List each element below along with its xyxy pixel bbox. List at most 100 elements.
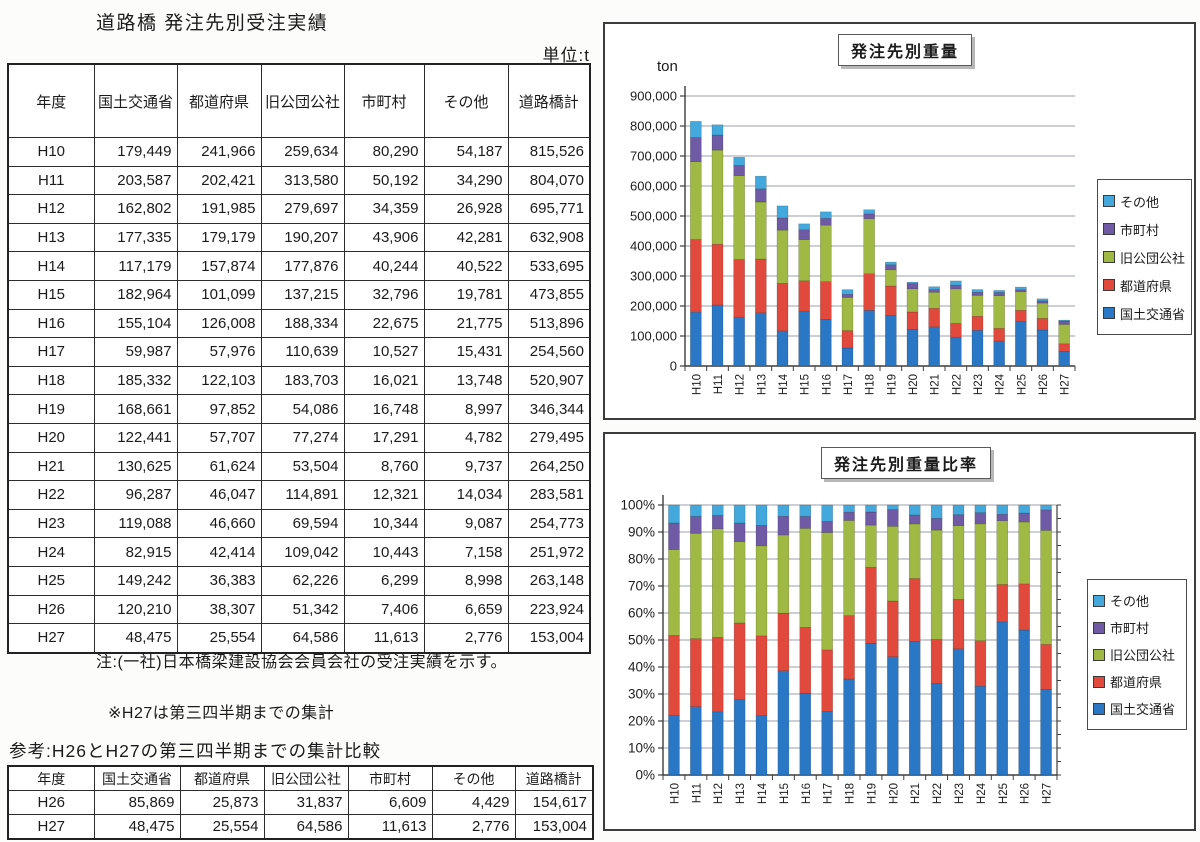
x-tick-label: H21 [910, 783, 922, 804]
bar-segment [733, 157, 745, 166]
x-tick-label: H22 [932, 783, 944, 804]
bar-segment [755, 545, 768, 637]
bar-segment [930, 639, 943, 684]
legend-label: 旧公団公社 [1110, 648, 1176, 663]
bar-segment [971, 330, 984, 367]
value-cell: 6,659 [423, 594, 509, 625]
bar-segment [928, 289, 940, 293]
ratio-chart-plot: 0% 10% 20% 30% 40% 50% 60% 70% 80% 90% 100% H10 H11 H… [620, 495, 1061, 804]
bar-segment [733, 622, 746, 700]
bar-segment [841, 347, 854, 367]
bar-segment [776, 283, 789, 332]
bar-segment [690, 638, 702, 707]
bar-segment [950, 336, 962, 367]
note-h27-period: ※H27は第三四半期までの集計 [108, 705, 335, 722]
x-tick-label: H15 [779, 783, 791, 804]
bar-segment [908, 641, 921, 776]
bar-segment [799, 516, 812, 529]
bar-segment [711, 304, 724, 367]
x-tick-label: H18 [845, 783, 857, 804]
year-cell: H12 [7, 194, 95, 224]
value-cell: 16,748 [343, 394, 425, 424]
table-row: H26 85,869 25,873 31,837 6,609 4,429 154,617 [7, 790, 594, 815]
bar-segment [952, 514, 965, 526]
bar-segment [755, 175, 767, 190]
bar-segment [798, 223, 810, 231]
value-cell: 57,707 [176, 422, 262, 453]
year-cell: H19 [7, 394, 95, 424]
bar-segment [1015, 320, 1027, 367]
bar-segment [1018, 504, 1030, 514]
value-cell: 77,274 [260, 422, 345, 453]
bar-segment [755, 525, 768, 547]
value-cell: 109,042 [260, 537, 345, 567]
value-cell: 2,776 [431, 814, 516, 840]
bar-segment [887, 509, 899, 527]
bar-segment [690, 516, 702, 534]
value-cell: 254,773 [507, 508, 591, 539]
value-cell: 182,964 [93, 279, 178, 310]
bar-segment [928, 292, 940, 309]
value-cell: 38,307 [176, 594, 262, 625]
legend-swatch-icon [1093, 675, 1105, 688]
value-cell: 2,776 [423, 623, 509, 654]
value-cell: 695,771 [507, 194, 591, 224]
legend-swatch-icon [1103, 251, 1115, 263]
legend-label: 国土交通省 [1120, 306, 1186, 322]
legend-label: その他 [1110, 594, 1150, 609]
bar-segment [755, 188, 767, 203]
bar-segment [863, 273, 875, 311]
x-tick-label: H10 [669, 783, 681, 804]
bar-segment [1036, 298, 1049, 302]
bar-segment [1040, 504, 1052, 511]
bar-segment [690, 137, 702, 162]
x-tick-label: H25 [998, 783, 1010, 804]
bar-segment [798, 280, 810, 312]
bar-segment [950, 284, 962, 290]
bar-segment [1040, 509, 1052, 531]
value-cell: 6,609 [347, 790, 433, 815]
bar-segment [690, 239, 702, 313]
legend-swatch-icon [1093, 648, 1105, 661]
bar-segment [668, 522, 680, 550]
value-cell: 804,070 [507, 165, 591, 196]
bar-segment [974, 504, 987, 513]
bar-segment [733, 699, 746, 776]
bar-segment [993, 295, 1005, 329]
bar-segment [711, 134, 724, 151]
value-cell: 190,207 [260, 222, 345, 253]
bar-segment [821, 649, 833, 712]
gridlines [685, 95, 1075, 337]
legend-item: 都道府県 [1103, 271, 1186, 299]
table-row: H22 96,287 46,047 114,891 12,321 14,034 283,58… [7, 480, 591, 510]
weight-chart: 発注先別重量 ton 0 100,000 200,000 300,000 400,000… [603, 22, 1196, 420]
bar-segment [1018, 583, 1030, 631]
value-cell: 53,504 [260, 451, 345, 482]
bar-segment [908, 514, 921, 525]
value-cell: 191,985 [176, 194, 262, 224]
y-tick-label: 700,000 [630, 149, 677, 164]
legend-swatch-icon [1103, 195, 1115, 207]
bar-segment [993, 340, 1005, 367]
bar-segment [711, 515, 724, 530]
table-row: H14 117,179 157,874 177,876 40,244 40,522 533,… [7, 251, 591, 281]
axis-labels: 0 100,000 200,000 300,000 400,000 500,000 600,… [630, 89, 1072, 396]
bar-segment [971, 316, 984, 331]
bar-segment [733, 165, 745, 176]
value-cell: 97,852 [176, 394, 262, 424]
value-cell: 31,837 [263, 790, 349, 815]
bar-segment [668, 635, 680, 716]
x-tick-label: H24 [976, 782, 988, 804]
bar-segment [821, 532, 833, 651]
year-cell: H13 [7, 222, 95, 253]
value-cell: 154,617 [514, 790, 594, 815]
bar-segment [974, 512, 987, 525]
bar-segment [950, 323, 962, 338]
value-cell: 149,242 [93, 565, 178, 596]
value-cell: 119,088 [93, 508, 178, 539]
value-cell: 179,179 [176, 222, 262, 253]
year-cell: H15 [7, 279, 95, 310]
value-cell: 251,972 [507, 537, 591, 567]
value-cell: 279,495 [507, 422, 591, 453]
